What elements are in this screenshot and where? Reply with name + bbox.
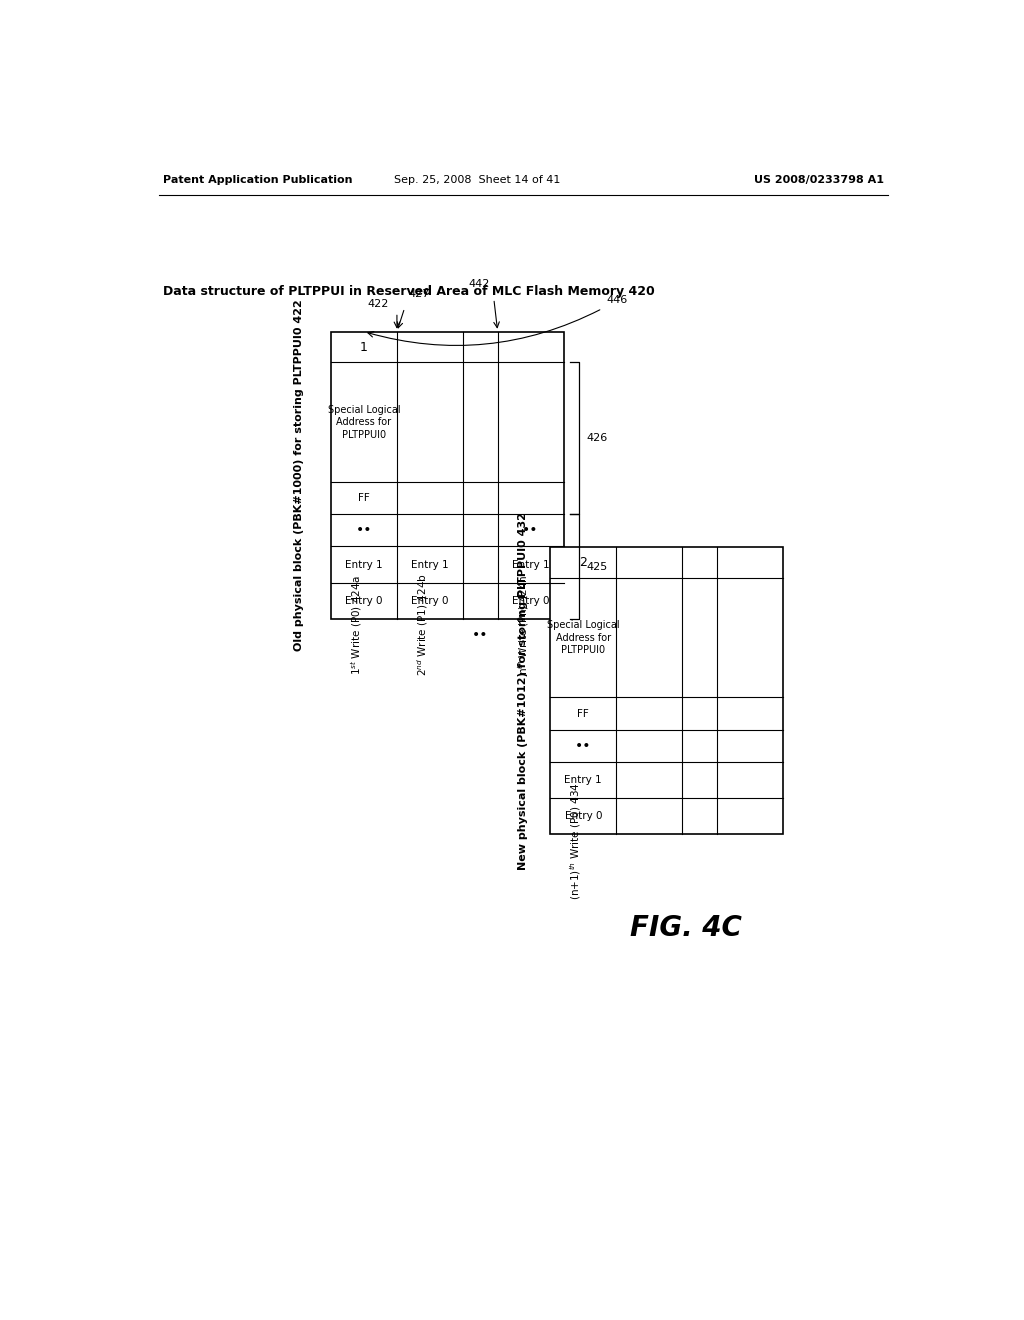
Text: Data structure of PLTPPUI in Reserved Area of MLC Flash Memory 420: Data structure of PLTPPUI in Reserved Ar… xyxy=(163,285,654,298)
Text: Special Logical
Address for
PLTPPUI0: Special Logical Address for PLTPPUI0 xyxy=(328,405,400,440)
Text: 442: 442 xyxy=(469,280,489,289)
Text: Entry 0: Entry 0 xyxy=(564,812,602,821)
Text: Patent Application Publication: Patent Application Publication xyxy=(163,176,352,185)
Text: 1$^{st}$ Write (P0) 424a: 1$^{st}$ Write (P0) 424a xyxy=(349,576,364,675)
Text: US 2008/0233798 A1: US 2008/0233798 A1 xyxy=(754,176,884,185)
Text: Old physical block (PBK#1000) for storing PLTPPUI0 422: Old physical block (PBK#1000) for storin… xyxy=(294,300,303,651)
Text: 427: 427 xyxy=(409,289,430,298)
Text: Entry 1: Entry 1 xyxy=(564,775,602,785)
Text: Entry 0: Entry 0 xyxy=(512,595,549,606)
Text: Sep. 25, 2008  Sheet 14 of 41: Sep. 25, 2008 Sheet 14 of 41 xyxy=(393,176,560,185)
Bar xyxy=(550,548,783,834)
Text: ••: •• xyxy=(355,523,373,537)
Text: FF: FF xyxy=(358,492,370,503)
Text: Entry 1: Entry 1 xyxy=(512,560,550,569)
Text: Entry 1: Entry 1 xyxy=(345,560,383,569)
Text: 1: 1 xyxy=(360,341,368,354)
Bar xyxy=(331,331,563,619)
Text: n$^{th}$ Write (Pn) 424n: n$^{th}$ Write (Pn) 424n xyxy=(516,574,530,676)
Text: FF: FF xyxy=(578,709,589,718)
Text: Entry 0: Entry 0 xyxy=(411,595,449,606)
Text: Special Logical
Address for
PLTPPUI0: Special Logical Address for PLTPPUI0 xyxy=(547,620,620,655)
Text: Entry 0: Entry 0 xyxy=(345,595,383,606)
Text: 2: 2 xyxy=(580,556,587,569)
Text: ••: •• xyxy=(522,523,539,537)
Text: ••: •• xyxy=(472,628,488,642)
Text: 2$^{nd}$ Write (P1) 424b: 2$^{nd}$ Write (P1) 424b xyxy=(415,574,430,676)
Text: 446: 446 xyxy=(606,294,628,305)
Text: New physical block (PBK#1012) for storing PLTPPUI0 432: New physical block (PBK#1012) for storin… xyxy=(518,512,528,870)
Text: (n+1)$^{th}$ Write (P0) 434: (n+1)$^{th}$ Write (P0) 434 xyxy=(568,781,584,899)
Text: 426: 426 xyxy=(587,433,608,444)
Text: ••: •• xyxy=(575,739,592,752)
Text: 425: 425 xyxy=(587,561,608,572)
Text: Entry 1: Entry 1 xyxy=(411,560,449,569)
Text: 422: 422 xyxy=(368,298,389,309)
Text: FIG. 4C: FIG. 4C xyxy=(630,915,742,942)
